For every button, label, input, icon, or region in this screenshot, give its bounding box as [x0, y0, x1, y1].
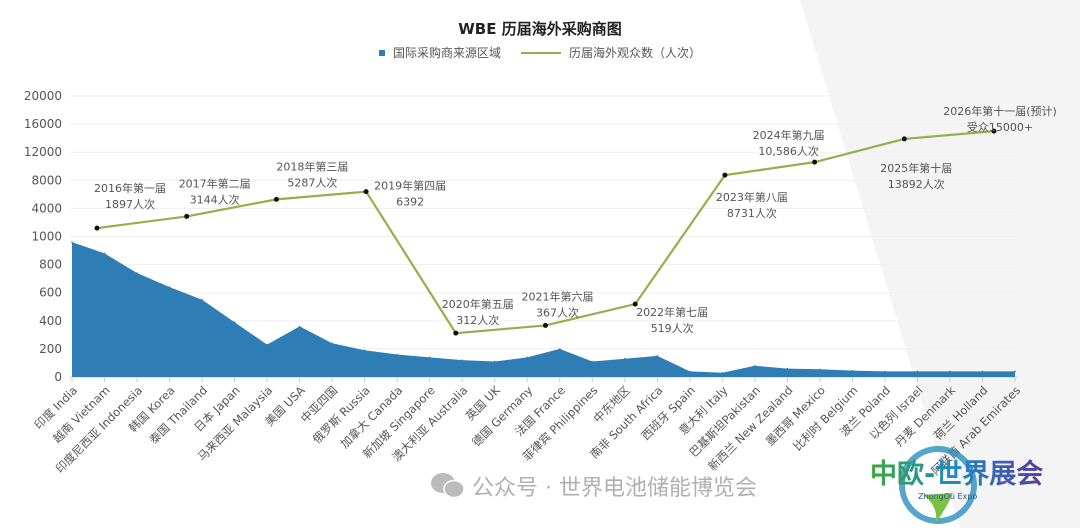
watermark: 公众号 · 世界电池储能博览会: [430, 470, 757, 502]
data-label-edition: 2020年第五届: [442, 297, 514, 311]
data-label-value: 3144人次: [190, 192, 240, 206]
legend-item-line[interactable]: 历届海外观众数（人次）: [521, 44, 701, 61]
line-point: [543, 322, 548, 328]
area-point: [558, 348, 561, 350]
expo-logo: 中欧-世界展会 ZhongOu Expo: [868, 445, 1068, 525]
area-point: [949, 370, 951, 373]
y-tick-label: 600: [39, 286, 62, 300]
watermark-text: 公众号 · 世界电池储能博览会: [472, 476, 757, 501]
data-label-value: 6392: [396, 196, 424, 209]
area-point: [201, 298, 203, 301]
line-point: [632, 301, 638, 307]
y-tick-label: 16000: [24, 117, 62, 131]
area-point: [168, 286, 171, 288]
data-label-value: 13892人次: [888, 177, 945, 191]
data-label-edition: 2018年第三届: [276, 159, 348, 173]
area-point: [623, 357, 626, 360]
area-point: [721, 371, 724, 374]
area-point: [493, 360, 496, 363]
data-label-value: 519人次: [651, 321, 694, 335]
data-label-edition: 2017年第二届: [179, 176, 251, 190]
y-tick-label: 800: [39, 258, 62, 272]
line-point: [94, 225, 100, 231]
line-point: [991, 128, 997, 134]
wechat-icon: [431, 473, 465, 499]
area-point: [526, 356, 529, 359]
y-tick-label: 400: [39, 314, 62, 328]
area-point: [656, 355, 659, 357]
svg-text:中欧-世界展会: 中欧-世界展会: [870, 459, 1043, 490]
data-label-edition: 2022年第七届: [636, 305, 708, 319]
data-label-edition: 2026年第十一届(预计): [943, 104, 1057, 118]
data-label-edition: 2016年第一届: [94, 181, 166, 195]
y-tick-label: 0: [54, 370, 62, 384]
line-point: [453, 330, 459, 336]
area-point: [363, 349, 366, 352]
area-point: [396, 353, 398, 356]
area-point: [591, 360, 594, 363]
legend-swatch-line: [521, 51, 561, 54]
area-series: [72, 242, 1015, 377]
area-point: [689, 370, 691, 373]
y-tick-label: 4000: [31, 201, 62, 215]
area-point: [851, 369, 854, 372]
legend-label-area: 国际采购商来源区域: [392, 46, 501, 60]
area-point: [1014, 370, 1016, 373]
area-point: [754, 364, 756, 367]
area-point: [71, 241, 73, 243]
legend-swatch-area: [378, 49, 385, 56]
y-tick-label: 1000: [31, 230, 62, 244]
data-label-edition: 2024年第九届: [753, 128, 825, 142]
area-point: [266, 343, 268, 346]
chart-title: WBE 历届海外采购商图: [458, 20, 622, 38]
legend-label-line: 历届海外观众数（人次）: [569, 46, 702, 60]
data-label-value: 10,586人次: [758, 144, 819, 158]
y-tick-label: 8000: [31, 173, 62, 187]
area-point: [786, 367, 789, 370]
data-label-value: 5287人次: [287, 175, 337, 189]
data-label-value: 8731人次: [727, 206, 777, 220]
line-point: [363, 189, 369, 195]
data-label-value: 367人次: [536, 305, 579, 319]
data-label-edition: 2019年第四届: [374, 179, 446, 193]
line-point: [901, 136, 907, 142]
area-point: [233, 321, 236, 324]
line-point: [184, 213, 190, 219]
data-label-value: 1897人次: [105, 197, 155, 211]
area-point: [981, 370, 984, 373]
line-point: [273, 196, 279, 202]
legend-item-area[interactable]: 国际采购商来源区域: [378, 44, 501, 61]
data-label-edition: 2021年第六届: [522, 289, 594, 303]
legend: 国际采购商来源区域 历届海外观众数（人次）: [0, 44, 1080, 61]
data-label-edition: 2025年第十届: [880, 161, 952, 175]
area-point: [916, 370, 919, 373]
y-tick-label: 200: [39, 342, 62, 356]
area-point: [136, 272, 138, 274]
area-point: [819, 368, 821, 371]
y-tick-label: 12000: [24, 145, 62, 159]
area-point: [298, 325, 301, 328]
area-point: [331, 342, 333, 345]
line-point: [722, 172, 728, 178]
line-point: [812, 159, 818, 165]
area-point: [884, 370, 886, 373]
data-label-value: 受众15000+: [967, 121, 1033, 134]
svg-text:ZhongOu Expo: ZhongOu Expo: [918, 492, 977, 501]
data-label-edition: 2023年第八届: [716, 190, 788, 204]
y-tick-label: 20000: [24, 89, 62, 103]
area-point: [461, 359, 464, 361]
data-label-value: 312人次: [456, 313, 499, 327]
area-point: [428, 356, 431, 359]
area-point: [103, 252, 106, 255]
